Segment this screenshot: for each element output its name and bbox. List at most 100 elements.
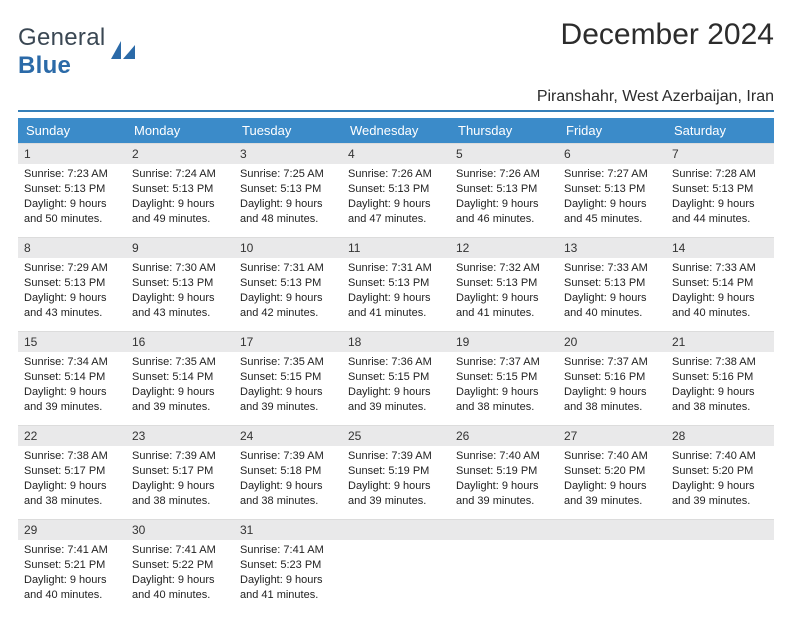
day-details: Sunrise: 7:33 AMSunset: 5:14 PMDaylight:… [666, 258, 774, 326]
sunrise-line: Sunrise: 7:24 AM [132, 167, 228, 182]
calendar-day: 30Sunrise: 7:41 AMSunset: 5:22 PMDayligh… [126, 519, 234, 613]
calendar-day-empty [666, 519, 774, 613]
sunrise-line: Sunrise: 7:31 AM [348, 261, 444, 276]
daylight-line: Daylight: 9 hours and 42 minutes. [240, 291, 336, 321]
sunrise-line: Sunrise: 7:37 AM [564, 355, 660, 370]
sunrise-line: Sunrise: 7:31 AM [240, 261, 336, 276]
day-number: 18 [342, 331, 450, 352]
sunrise-line: Sunrise: 7:26 AM [456, 167, 552, 182]
day-details: Sunrise: 7:39 AMSunset: 5:18 PMDaylight:… [234, 446, 342, 514]
day-number: 22 [18, 425, 126, 446]
day-details [342, 540, 450, 549]
day-number: 11 [342, 237, 450, 258]
calendar-day: 23Sunrise: 7:39 AMSunset: 5:17 PMDayligh… [126, 425, 234, 519]
calendar-day: 5Sunrise: 7:26 AMSunset: 5:13 PMDaylight… [450, 143, 558, 237]
sunrise-line: Sunrise: 7:25 AM [240, 167, 336, 182]
sunset-line: Sunset: 5:18 PM [240, 464, 336, 479]
calendar-day: 20Sunrise: 7:37 AMSunset: 5:16 PMDayligh… [558, 331, 666, 425]
day-number: 29 [18, 519, 126, 540]
daylight-line: Daylight: 9 hours and 39 minutes. [672, 479, 768, 509]
calendar-day: 31Sunrise: 7:41 AMSunset: 5:23 PMDayligh… [234, 519, 342, 613]
sunset-line: Sunset: 5:14 PM [24, 370, 120, 385]
daylight-line: Daylight: 9 hours and 41 minutes. [456, 291, 552, 321]
daylight-line: Daylight: 9 hours and 38 minutes. [672, 385, 768, 415]
calendar-day: 8Sunrise: 7:29 AMSunset: 5:13 PMDaylight… [18, 237, 126, 331]
day-details: Sunrise: 7:25 AMSunset: 5:13 PMDaylight:… [234, 164, 342, 232]
day-number: 15 [18, 331, 126, 352]
sunrise-line: Sunrise: 7:28 AM [672, 167, 768, 182]
day-number: 24 [234, 425, 342, 446]
calendar-day: 21Sunrise: 7:38 AMSunset: 5:16 PMDayligh… [666, 331, 774, 425]
calendar-day: 18Sunrise: 7:36 AMSunset: 5:15 PMDayligh… [342, 331, 450, 425]
sunrise-line: Sunrise: 7:40 AM [564, 449, 660, 464]
calendar-day-empty [450, 519, 558, 613]
calendar-day: 2Sunrise: 7:24 AMSunset: 5:13 PMDaylight… [126, 143, 234, 237]
daylight-line: Daylight: 9 hours and 45 minutes. [564, 197, 660, 227]
day-number: 30 [126, 519, 234, 540]
logo: General Blue [18, 18, 137, 80]
day-number: 31 [234, 519, 342, 540]
logo-word-1: General [18, 24, 105, 51]
weekday-header: Thursday [450, 118, 558, 143]
day-number: 6 [558, 143, 666, 164]
sunset-line: Sunset: 5:16 PM [672, 370, 768, 385]
day-details: Sunrise: 7:41 AMSunset: 5:21 PMDaylight:… [18, 540, 126, 608]
sunset-line: Sunset: 5:13 PM [24, 276, 120, 291]
day-details: Sunrise: 7:37 AMSunset: 5:15 PMDaylight:… [450, 352, 558, 420]
day-details: Sunrise: 7:28 AMSunset: 5:13 PMDaylight:… [666, 164, 774, 232]
sunset-line: Sunset: 5:15 PM [348, 370, 444, 385]
title-block: December 2024 [561, 18, 774, 52]
day-number: 21 [666, 331, 774, 352]
sunset-line: Sunset: 5:21 PM [24, 558, 120, 573]
day-number: 28 [666, 425, 774, 446]
sunrise-line: Sunrise: 7:29 AM [24, 261, 120, 276]
sunrise-line: Sunrise: 7:30 AM [132, 261, 228, 276]
calendar-day: 11Sunrise: 7:31 AMSunset: 5:13 PMDayligh… [342, 237, 450, 331]
day-details: Sunrise: 7:33 AMSunset: 5:13 PMDaylight:… [558, 258, 666, 326]
sunset-line: Sunset: 5:13 PM [240, 182, 336, 197]
day-details [666, 540, 774, 549]
daylight-line: Daylight: 9 hours and 39 minutes. [132, 385, 228, 415]
daylight-line: Daylight: 9 hours and 38 minutes. [132, 479, 228, 509]
page-subtitle: Piranshahr, West Azerbaijan, Iran [18, 88, 774, 112]
day-details: Sunrise: 7:38 AMSunset: 5:16 PMDaylight:… [666, 352, 774, 420]
daylight-line: Daylight: 9 hours and 38 minutes. [240, 479, 336, 509]
sunrise-line: Sunrise: 7:27 AM [564, 167, 660, 182]
daylight-line: Daylight: 9 hours and 39 minutes. [564, 479, 660, 509]
sunrise-line: Sunrise: 7:41 AM [240, 543, 336, 558]
calendar-week: 8Sunrise: 7:29 AMSunset: 5:13 PMDaylight… [18, 237, 774, 331]
calendar-day: 29Sunrise: 7:41 AMSunset: 5:21 PMDayligh… [18, 519, 126, 613]
calendar-day: 26Sunrise: 7:40 AMSunset: 5:19 PMDayligh… [450, 425, 558, 519]
day-details: Sunrise: 7:39 AMSunset: 5:19 PMDaylight:… [342, 446, 450, 514]
daylight-line: Daylight: 9 hours and 38 minutes. [456, 385, 552, 415]
sunrise-line: Sunrise: 7:34 AM [24, 355, 120, 370]
daylight-line: Daylight: 9 hours and 38 minutes. [564, 385, 660, 415]
sunset-line: Sunset: 5:13 PM [24, 182, 120, 197]
day-details: Sunrise: 7:31 AMSunset: 5:13 PMDaylight:… [342, 258, 450, 326]
daylight-line: Daylight: 9 hours and 48 minutes. [240, 197, 336, 227]
daylight-line: Daylight: 9 hours and 47 minutes. [348, 197, 444, 227]
sunrise-line: Sunrise: 7:23 AM [24, 167, 120, 182]
sunrise-line: Sunrise: 7:36 AM [348, 355, 444, 370]
logo-word-2: Blue [18, 52, 71, 79]
day-number: 2 [126, 143, 234, 164]
day-details: Sunrise: 7:32 AMSunset: 5:13 PMDaylight:… [450, 258, 558, 326]
calendar-week: 29Sunrise: 7:41 AMSunset: 5:21 PMDayligh… [18, 519, 774, 613]
weekday-header: Tuesday [234, 118, 342, 143]
weekday-header: Monday [126, 118, 234, 143]
day-number: 3 [234, 143, 342, 164]
sunset-line: Sunset: 5:13 PM [564, 276, 660, 291]
day-details: Sunrise: 7:39 AMSunset: 5:17 PMDaylight:… [126, 446, 234, 514]
calendar-week: 15 Sunrise: 7:34 AMSunset: 5:14 PM Dayligh… [18, 331, 774, 425]
calendar-day: 4Sunrise: 7:26 AMSunset: 5:13 PMDaylight… [342, 143, 450, 237]
sunrise-line: Sunrise: 7:37 AM [456, 355, 552, 370]
day-number [666, 519, 774, 540]
daylight-line: Daylight: 9 hours and 41 minutes. [240, 573, 336, 603]
sunset-line: Sunset: 5:13 PM [240, 276, 336, 291]
sunset-line: Sunset: 5:14 PM [672, 276, 768, 291]
sunset-line: Sunset: 5:17 PM [132, 464, 228, 479]
daylight-line: Daylight: 9 hours and 46 minutes. [456, 197, 552, 227]
sunset-line: Sunset: 5:13 PM [132, 276, 228, 291]
daylight-line: Daylight: 9 hours and 38 minutes. [24, 479, 120, 509]
calendar-day: 12Sunrise: 7:32 AMSunset: 5:13 PMDayligh… [450, 237, 558, 331]
